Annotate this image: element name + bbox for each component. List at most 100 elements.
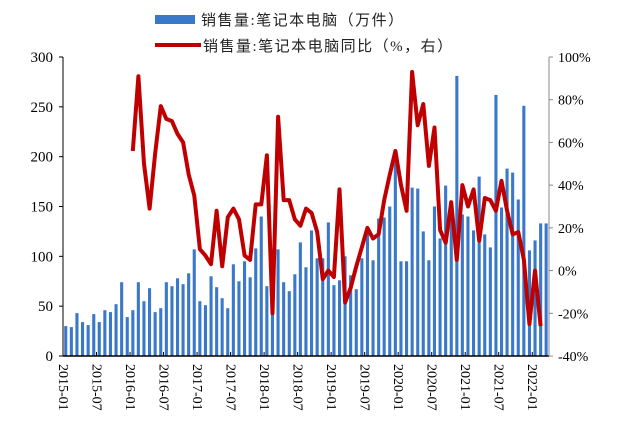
x-tick-label: 2021-07 <box>491 364 506 411</box>
bar <box>505 168 509 356</box>
x-tick-label: 2015-01 <box>55 364 70 411</box>
bar <box>136 282 140 356</box>
bar <box>399 261 403 356</box>
bar <box>315 258 319 356</box>
bar <box>254 248 258 356</box>
x-tick-label: 2019-01 <box>323 364 338 411</box>
bar <box>86 325 90 356</box>
bar <box>304 267 308 356</box>
legend-bar-label: 销售量:笔记本电脑（万件） <box>201 12 405 29</box>
bar <box>64 326 68 356</box>
bar <box>354 289 358 356</box>
bar <box>203 305 207 356</box>
x-tick-label: 2016-01 <box>122 364 137 411</box>
x-tick-label: 2020-01 <box>390 364 405 411</box>
bar <box>455 75 459 357</box>
x-tick-label: 2017-07 <box>223 364 238 411</box>
x-tick-label: 2018-01 <box>256 364 271 411</box>
y-right-tick-label: -40% <box>558 350 589 365</box>
bar <box>377 218 381 356</box>
x-tick-label: 2016-07 <box>156 364 171 411</box>
bar <box>248 277 252 356</box>
bar <box>500 207 504 356</box>
y-right-tick-label: 100% <box>558 51 591 66</box>
y-right-tick-label: 60% <box>558 136 584 151</box>
bar <box>338 280 342 356</box>
bar <box>393 155 397 356</box>
y-left-tick-label: 200 <box>31 150 54 166</box>
bar <box>410 187 414 356</box>
y-left-tick-label: 50 <box>38 299 53 315</box>
bar <box>488 247 492 356</box>
bar <box>164 282 168 356</box>
bar <box>360 258 364 356</box>
legend-line-label: 销售量:笔记本电脑同比（%，右） <box>203 38 454 55</box>
bar <box>259 216 263 356</box>
bar <box>427 260 431 356</box>
bar <box>125 317 129 356</box>
bar <box>108 312 112 356</box>
bar <box>176 278 180 356</box>
bar <box>310 230 314 356</box>
bar <box>460 214 464 356</box>
bar <box>181 284 185 356</box>
bar <box>343 256 347 356</box>
legend-bar-swatch <box>155 14 195 24</box>
line-series <box>130 69 543 327</box>
bar <box>220 298 224 356</box>
bar <box>142 301 146 356</box>
y-left-tick-label: 100 <box>31 249 54 265</box>
bar <box>321 258 325 356</box>
bar <box>516 199 520 356</box>
bar <box>416 188 420 356</box>
bar <box>522 105 526 356</box>
bar <box>270 277 274 356</box>
bar <box>209 276 213 356</box>
bar <box>215 287 219 356</box>
x-tick-label: 2019-07 <box>357 364 372 411</box>
bar <box>282 282 286 356</box>
y-left-tick-label: 250 <box>31 100 54 116</box>
bar <box>544 223 548 356</box>
bar <box>405 261 409 356</box>
bar <box>421 231 425 356</box>
bar <box>382 217 386 356</box>
bar <box>131 310 135 356</box>
bar <box>477 176 481 356</box>
bar <box>198 301 202 356</box>
bar <box>332 285 336 356</box>
bar <box>97 322 101 356</box>
axes: 0 50 100 150 200 250 300 -40% -20% 0% 20% 40% 60% 80%… <box>31 50 592 411</box>
bar <box>444 185 448 356</box>
bar <box>69 327 73 356</box>
bar <box>192 249 196 356</box>
x-tick-label: 2020-07 <box>424 364 439 411</box>
bar <box>170 286 174 356</box>
bar <box>148 288 152 356</box>
y-left-tick-label: 0 <box>46 349 54 365</box>
bar <box>349 275 353 356</box>
y-left-tick-label: 150 <box>31 200 54 216</box>
bar <box>298 242 302 356</box>
bar <box>293 274 297 356</box>
bar <box>494 94 498 357</box>
legend-line-swatch <box>155 43 201 47</box>
legend-item-bar: 销售量:笔记本电脑（万件） <box>155 6 454 32</box>
bar <box>511 172 515 356</box>
x-tick-label: 2017-01 <box>189 364 204 411</box>
bar <box>243 261 247 356</box>
y-right-tick-label: 20% <box>558 222 584 237</box>
x-tick-label: 2015-07 <box>89 364 104 411</box>
bar <box>449 211 453 356</box>
bar <box>75 313 79 356</box>
bar <box>92 314 96 356</box>
bar <box>438 238 442 356</box>
bar <box>371 260 375 356</box>
bar <box>187 273 191 356</box>
x-tick-label: 2022-01 <box>524 364 539 411</box>
x-tick-label: 2018-07 <box>290 364 305 411</box>
bar <box>287 291 291 356</box>
bar-series <box>64 75 548 357</box>
bar <box>472 230 476 356</box>
bar <box>231 264 235 356</box>
